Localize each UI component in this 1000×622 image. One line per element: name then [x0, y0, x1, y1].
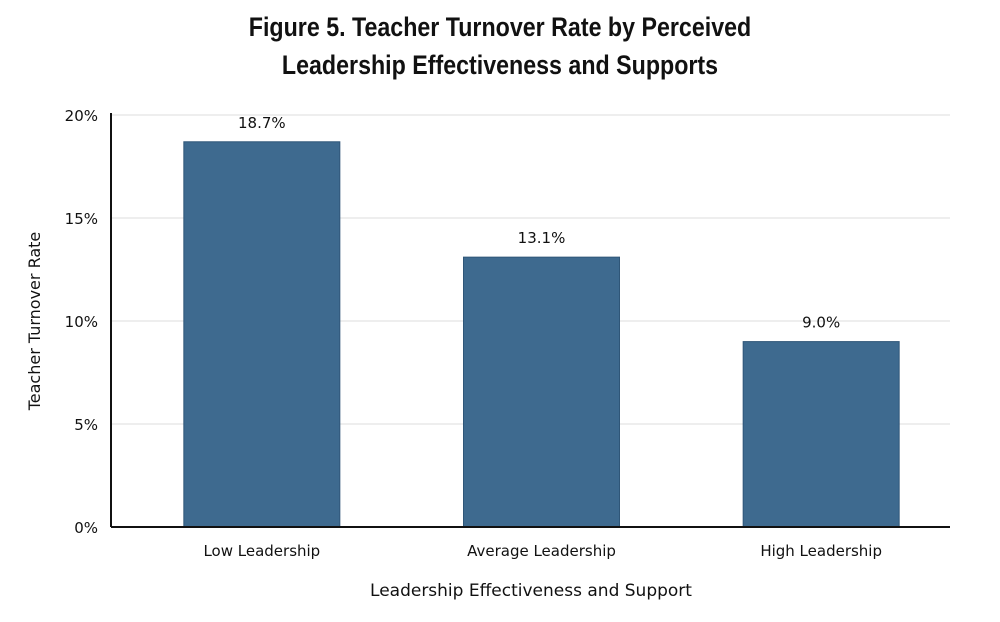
y-tick-label: 5%: [74, 416, 98, 434]
x-axis-label: Leadership Effectiveness and Support: [370, 581, 692, 601]
bar: [183, 141, 341, 528]
chart-title: Figure 5. Teacher Turnover Rate by Perce…: [70, 8, 930, 84]
chart-title-line-2: Leadership Effectiveness and Supports: [281, 50, 719, 80]
x-tick-label: Average Leadership: [467, 542, 616, 560]
y-tick-label: 20%: [65, 107, 98, 125]
data-label: 18.7%: [238, 114, 286, 132]
data-label: 9.0%: [802, 314, 840, 332]
y-axis-label: Teacher Turnover Rate: [25, 232, 44, 412]
data-label: 13.1%: [518, 229, 566, 247]
chart-title-line-1: Figure 5. Teacher Turnover Rate by Perce…: [248, 12, 752, 42]
x-tick-label: High Leadership: [760, 542, 882, 560]
bar: [742, 341, 900, 528]
y-tick-label: 0%: [74, 519, 98, 537]
y-tick-label: 10%: [65, 313, 98, 331]
bar: [463, 256, 620, 528]
x-tick-label: Low Leadership: [203, 542, 320, 560]
y-tick-label: 15%: [65, 210, 98, 228]
